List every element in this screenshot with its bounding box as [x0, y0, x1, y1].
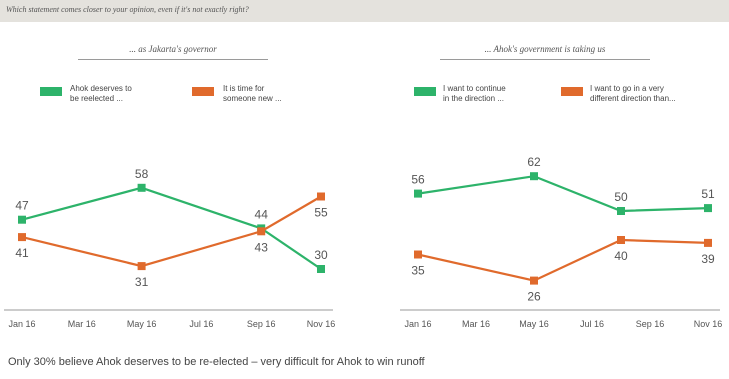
left-series-green-point [137, 183, 146, 192]
left-series-orange-line [21, 195, 322, 268]
right-x-tick-label: Jan 16 [404, 319, 431, 329]
left-x-tick-label: Jul 16 [189, 319, 213, 329]
left-series-orange-data-label: 55 [314, 206, 328, 220]
right-series-orange-line [417, 238, 709, 282]
right-series-green-point [704, 204, 712, 213]
left-series-green-line [21, 186, 322, 270]
right-series-green-point [530, 172, 538, 181]
right-legend-green-line1: I want to continue [443, 84, 506, 93]
left-series-orange-data-label: 43 [255, 240, 269, 254]
left-series-green-data-label: 44 [255, 207, 269, 221]
right-series-green-data-label: 51 [701, 187, 715, 201]
footnote: Only 30% believe Ahok deserves to be re-… [8, 356, 425, 368]
left-x-tick-label: May 16 [127, 319, 157, 329]
question-text: Which statement comes closer to your opi… [6, 5, 249, 14]
left-series-orange-point [257, 227, 266, 236]
left-legend-green-swatch [40, 87, 62, 96]
right-series-green-data-label: 62 [527, 155, 541, 169]
left-x-tick-label: Nov 16 [307, 319, 336, 329]
right-legend-green-line2: in the direction ... [443, 94, 504, 103]
right-series-green-point [617, 207, 625, 215]
left-x-tick-label: Sep 16 [247, 319, 276, 329]
left-series-orange-data-label: 41 [15, 246, 29, 260]
left-series-green-data-label: 30 [314, 248, 328, 262]
left-chart-title: ... as Jakarta's governor [78, 44, 268, 60]
question-banner: Which statement comes closer to your opi… [0, 0, 729, 22]
right-series-orange-data-label: 40 [614, 249, 628, 263]
right-x-tick-label: May 16 [519, 319, 549, 329]
right-series-orange-point [414, 250, 422, 259]
right-series-orange-data-label: 26 [527, 290, 541, 304]
left-legend-orange-label: It is time for someone new ... [223, 84, 343, 104]
right-legend-green-label: I want to continue in the direction ... [443, 84, 563, 104]
left-legend-green-label: Ahok deserves to be reelected ... [70, 84, 190, 104]
left-series-green-data-label: 58 [135, 167, 149, 181]
right-legend-orange-line2: different direction than... [590, 94, 676, 103]
left-series-orange-data-label: 31 [135, 275, 149, 289]
right-legend-orange-swatch [561, 87, 583, 96]
right-series-orange-point [530, 276, 538, 285]
left-legend-orange-line1: It is time for [223, 84, 265, 93]
right-x-tick-label: Nov 16 [694, 319, 723, 329]
right-series-green-point [414, 189, 422, 198]
right-chart-title: ... Ahok's government is taking us [440, 44, 650, 60]
right-legend-orange-line1: I want to go in a very [590, 84, 664, 93]
right-series-orange-data-label: 35 [411, 264, 425, 278]
right-series-green-data-label: 56 [411, 173, 425, 187]
left-series-orange-point [18, 233, 26, 242]
left-series-orange-point [317, 192, 325, 201]
right-series-orange-data-label: 39 [701, 252, 715, 266]
left-series-green-point [317, 265, 325, 273]
left-x-tick-label: Mar 16 [68, 319, 96, 329]
left-x-tick-label: Jan 16 [8, 319, 35, 329]
left-series-orange-point [137, 262, 146, 271]
right-legend-orange-label: I want to go in a very different directi… [590, 84, 710, 104]
right-series-green-line [417, 175, 709, 213]
right-series-orange-point [617, 236, 625, 244]
left-legend-orange-line2: someone new ... [223, 94, 282, 103]
left-legend-green-line2: be reelected ... [70, 94, 123, 103]
left-series-green-data-label: 47 [15, 199, 29, 213]
left-legend-orange-swatch [192, 87, 214, 96]
right-x-tick-label: Mar 16 [462, 319, 490, 329]
right-x-tick-label: Jul 16 [580, 319, 604, 329]
left-series-green-point [18, 215, 26, 224]
left-legend-green-line1: Ahok deserves to [70, 84, 132, 93]
right-series-orange-point [704, 238, 712, 247]
right-legend-green-swatch [414, 87, 436, 96]
right-series-green-data-label: 50 [614, 190, 628, 204]
right-x-tick-label: Sep 16 [636, 319, 665, 329]
